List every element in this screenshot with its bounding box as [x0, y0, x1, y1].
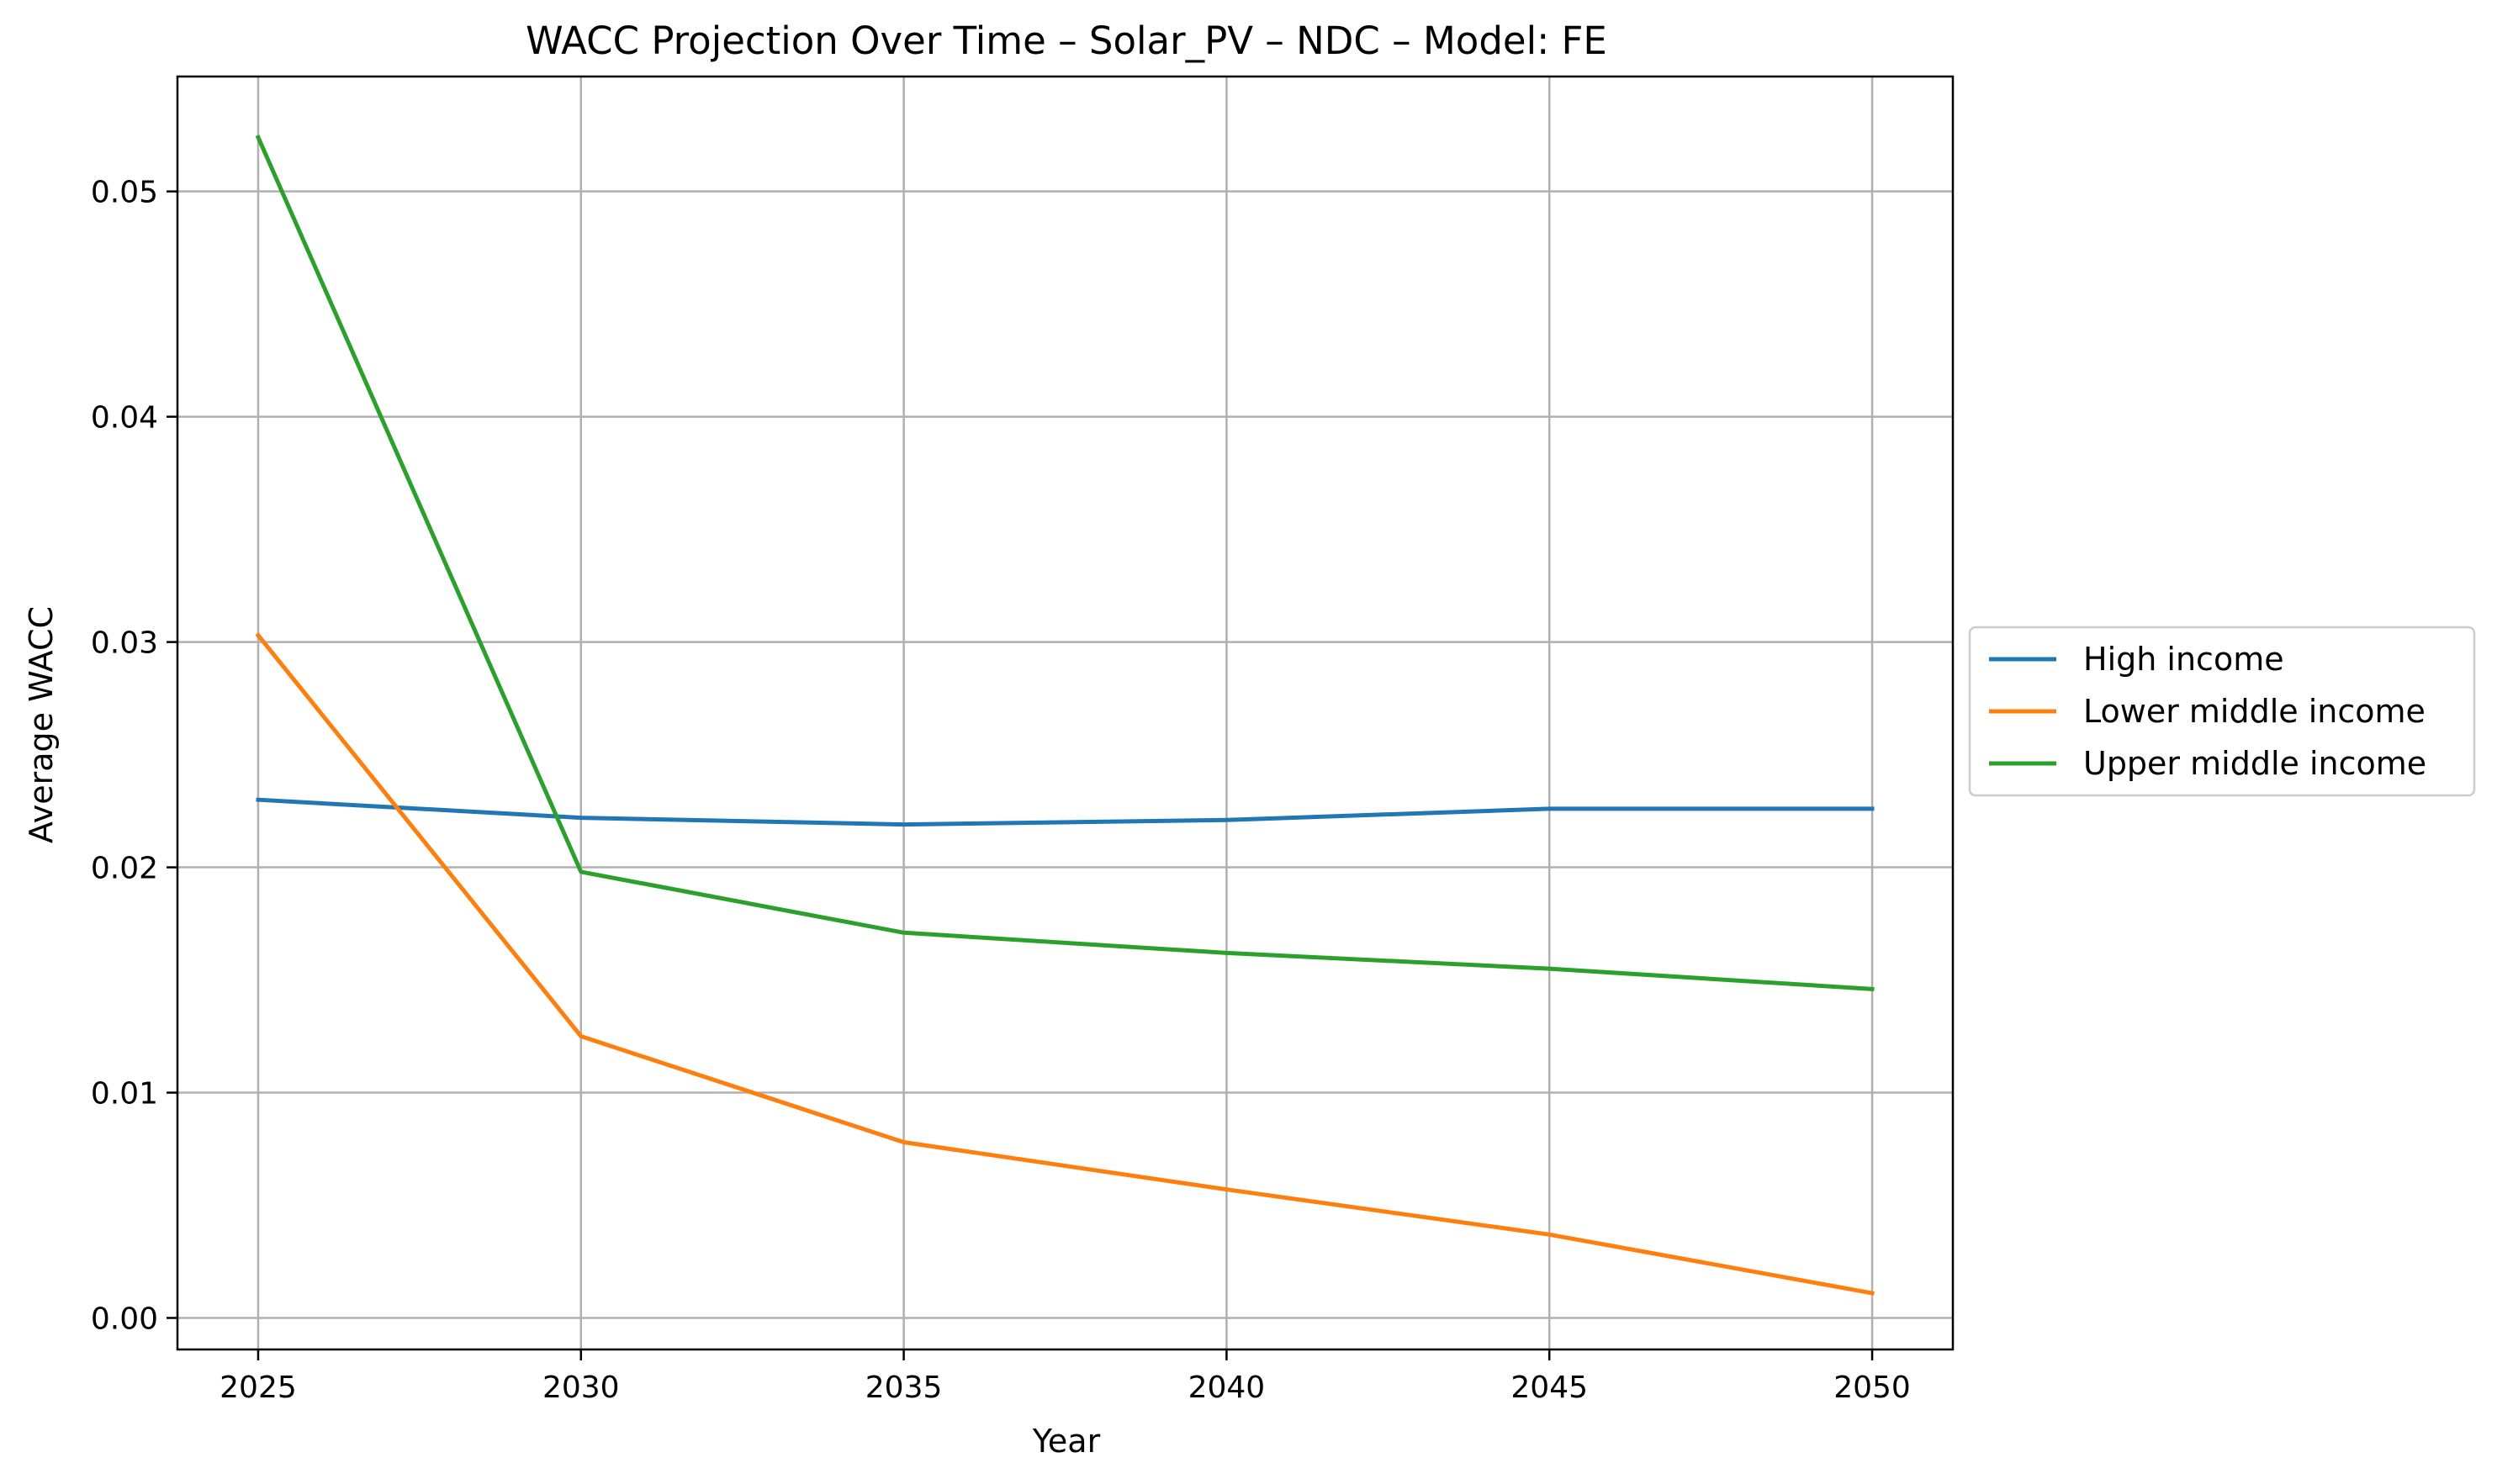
- x-tick-label: 2040: [1188, 1370, 1266, 1405]
- x-tick-label: 2030: [542, 1370, 620, 1405]
- x-tick-label: 2045: [1510, 1370, 1588, 1405]
- series-line-2: [255, 135, 1875, 991]
- x-tick-label: 2025: [220, 1370, 297, 1405]
- legend: High income Lower middle income Upper midd…: [1968, 626, 2476, 797]
- y-tick-label: 0.02: [91, 852, 158, 886]
- plot-frame: [176, 75, 1955, 1351]
- x-tick-label: 2050: [1833, 1370, 1911, 1405]
- legend-label: Lower middle income: [2083, 693, 2426, 730]
- y-tick-label: 0.03: [91, 626, 158, 661]
- chart-title: WACC Projection Over Time – Solar_PV – N…: [526, 18, 1607, 63]
- axis-ticks: 2025 2030 2035 2040 2045 2050 0.00 0.01 0.02 0.03…: [91, 176, 1911, 1405]
- y-tick-label: 0.00: [91, 1302, 158, 1336]
- y-tick-label: 0.01: [91, 1077, 158, 1112]
- legend-label: High income: [2083, 641, 2284, 678]
- grid: [177, 77, 1953, 1349]
- legend-box: [1968, 626, 2476, 797]
- series-line-0: [256, 797, 1875, 827]
- legend-label: Upper middle income: [2083, 745, 2426, 782]
- x-axis-label: Year: [1032, 1423, 1101, 1460]
- series-line-1: [255, 632, 1875, 1296]
- y-tick-label: 0.05: [91, 176, 158, 210]
- y-tick-label: 0.04: [91, 401, 158, 436]
- series-lines: [255, 135, 1875, 1296]
- x-tick-label: 2035: [865, 1370, 943, 1405]
- y-axis-label: Average WACC: [23, 606, 60, 843]
